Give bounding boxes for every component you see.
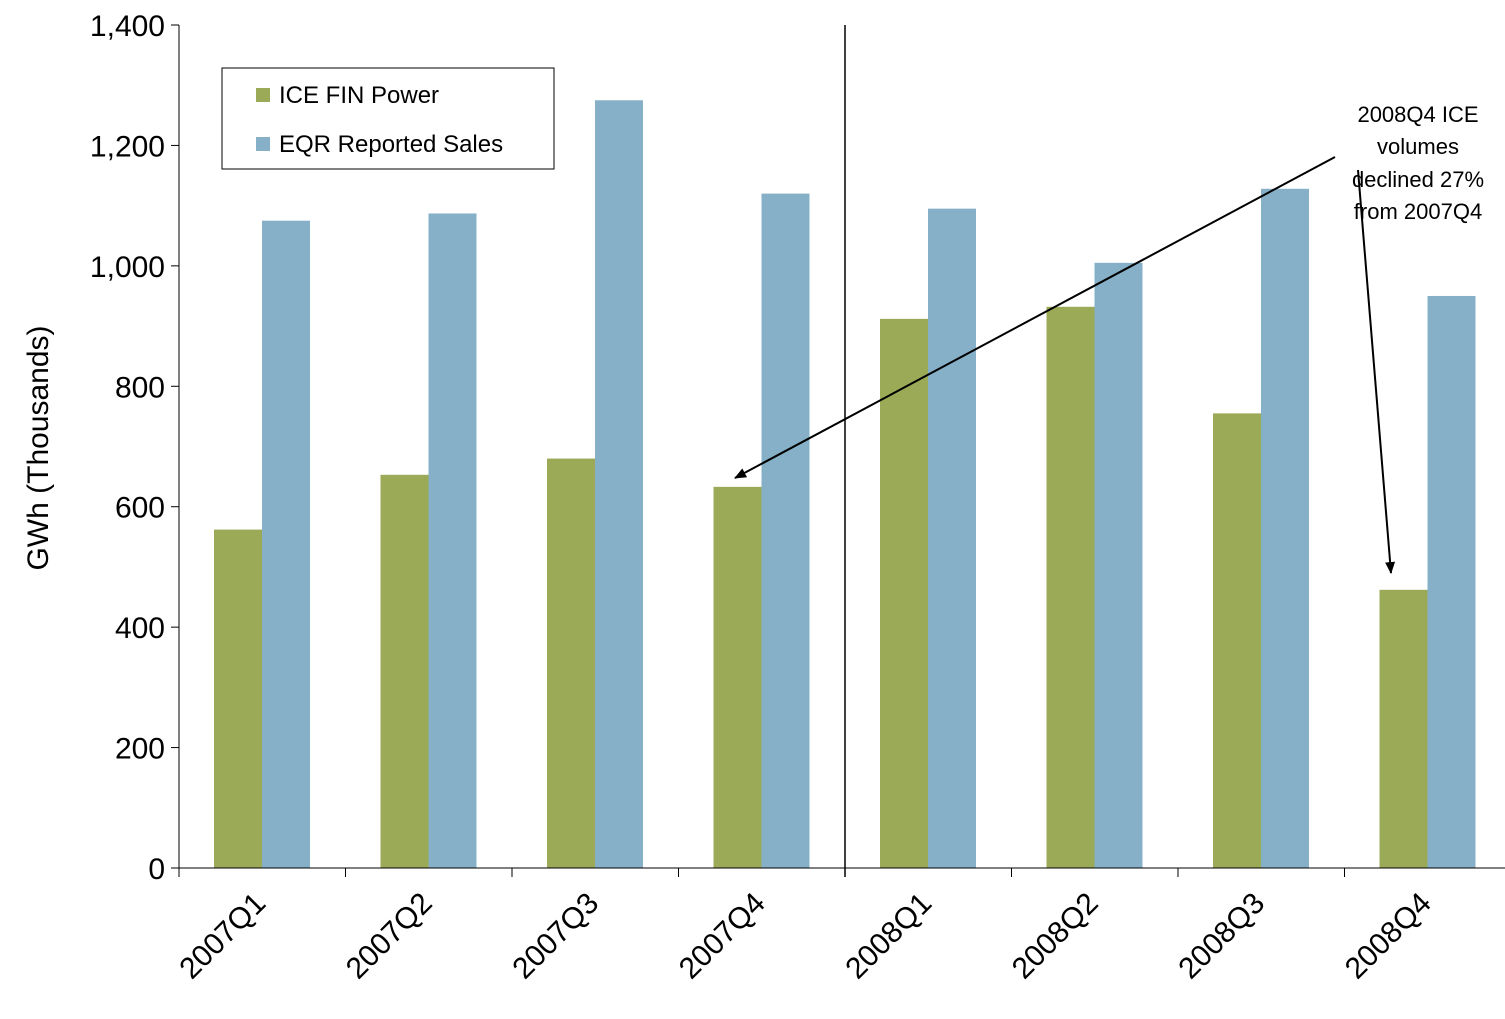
annotation-arrow-to-2008q4: [1357, 169, 1396, 574]
bar-eqr-reported-sales-2008q3: [1261, 188, 1309, 869]
y-tick-label: 1,400: [90, 10, 165, 43]
annotation-line-1: 2008Q4 ICE: [1357, 102, 1478, 127]
bar-eqr-reported-sales-2007q3: [595, 100, 643, 868]
legend: ICE FIN Power EQR Reported Sales: [221, 67, 555, 170]
y-tick-label: 400: [115, 612, 165, 645]
legend-label-ice-fin-power: ICE FIN Power: [279, 82, 439, 109]
annotation-arrow-to-2007q4: [734, 156, 1336, 479]
annotation-line-3: declined 27%: [1352, 167, 1484, 192]
x-tick-label-2008q3: 2008Q3: [1172, 887, 1271, 986]
x-tick-label-2007q2: 2007Q2: [340, 887, 439, 986]
legend-label-eqr-reported-sales: EQR Reported Sales: [279, 131, 503, 158]
annotation-line-4: from 2007Q4: [1354, 199, 1482, 224]
x-tick-label-2008q4: 2008Q4: [1339, 887, 1438, 986]
x-tick-label-2007q4: 2007Q4: [673, 887, 772, 986]
y-tick-label: 600: [115, 492, 165, 525]
bar-ice-fin-power-2008q3: [1213, 413, 1261, 868]
y-tick-label: 1,200: [90, 130, 165, 163]
y-tick-label: 1,000: [90, 251, 165, 284]
bar-eqr-reported-sales-2007q2: [428, 213, 477, 869]
bars-layer: [214, 100, 1476, 869]
bar-eqr-reported-sales-2007q1: [262, 220, 310, 869]
bar-eqr-reported-sales-2008q1: [928, 208, 976, 868]
bar-ice-fin-power-2007q2: [380, 474, 429, 868]
y-axis-label: GWh (Thousands): [22, 325, 55, 570]
bar-eqr-reported-sales-2008q4: [1427, 295, 1476, 868]
x-tick-label-2008q2: 2008Q2: [1006, 887, 1105, 986]
bar-ice-fin-power-2007q4: [713, 486, 762, 868]
y-tick-label: 200: [115, 733, 165, 766]
y-tick-label: 800: [115, 371, 165, 404]
bar-ice-fin-power-2008q4: [1379, 589, 1428, 868]
bar-ice-fin-power-2008q2: [1046, 306, 1095, 868]
bar-ice-fin-power-2007q3: [547, 458, 595, 868]
bar-eqr-reported-sales-2008q2: [1094, 262, 1143, 868]
annotation: 2008Q4 ICE volumes declined 27% from 200…: [734, 102, 1484, 574]
bar-ice-fin-power-2007q1: [214, 529, 262, 868]
x-tick-label-2007q3: 2007Q3: [506, 887, 605, 986]
annotation-line-2: volumes: [1377, 134, 1459, 159]
x-tick-label-2008q1: 2008Q1: [839, 887, 938, 986]
legend-swatch-eqr-reported-sales: [256, 137, 270, 151]
y-tick-label: 0: [148, 853, 165, 886]
legend-swatch-ice-fin-power: [256, 88, 270, 102]
bar-eqr-reported-sales-2007q4: [761, 193, 810, 869]
legend-box: [221, 67, 555, 170]
x-tick-label-2007q1: 2007Q1: [173, 887, 272, 986]
bar-ice-fin-power-2008q1: [880, 318, 928, 868]
